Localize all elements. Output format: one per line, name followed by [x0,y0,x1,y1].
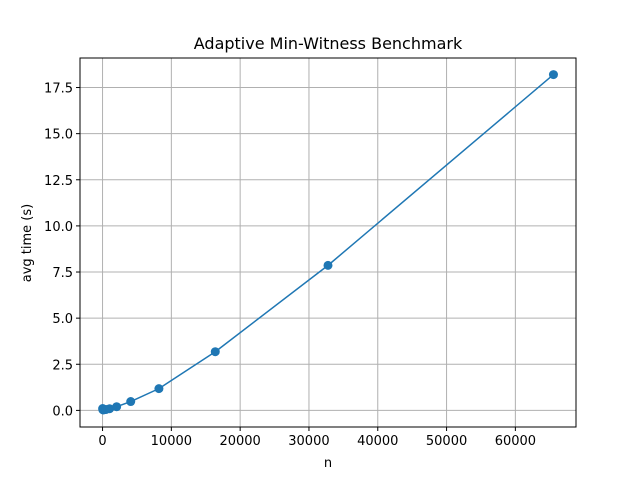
data-point [126,397,136,407]
y-tick-label: 10.0 [44,220,73,235]
series-layer [98,70,558,415]
x-tick-label: 60000 [495,434,536,449]
x-tick-label: 30000 [288,434,329,449]
y-tick-label: 17.5 [44,82,73,97]
grid [80,58,576,427]
y-tick-label: 12.5 [44,174,73,189]
y-axis-ticks: 0.0 2.5 5.0 7.5 10.0 12.5 15.0 17.5 [44,82,80,419]
data-point [112,402,122,412]
data-point [105,404,115,414]
x-tick-label: 50000 [426,434,467,449]
y-tick-label: 5.0 [52,312,73,327]
data-point [548,70,558,80]
x-tick-label: 10000 [151,434,192,449]
chart-title: Adaptive Min-Witness Benchmark [194,34,463,53]
data-point [210,347,220,357]
y-tick-label: 0.0 [52,404,73,419]
y-tick-label: 2.5 [52,358,73,373]
x-axis-title: n [324,456,332,471]
x-tick-label: 40000 [357,434,398,449]
y-axis-title: avg time (s) [20,204,35,282]
y-tick-label: 15.0 [44,128,73,143]
data-point [154,384,164,394]
x-tick-label: 0 [98,434,106,449]
x-tick-label: 20000 [219,434,260,449]
data-point [323,260,333,270]
plot-frame [79,57,577,428]
y-tick-label: 7.5 [52,266,73,281]
x-axis-ticks: 0 10000 20000 30000 40000 50000 60000 [98,427,536,449]
